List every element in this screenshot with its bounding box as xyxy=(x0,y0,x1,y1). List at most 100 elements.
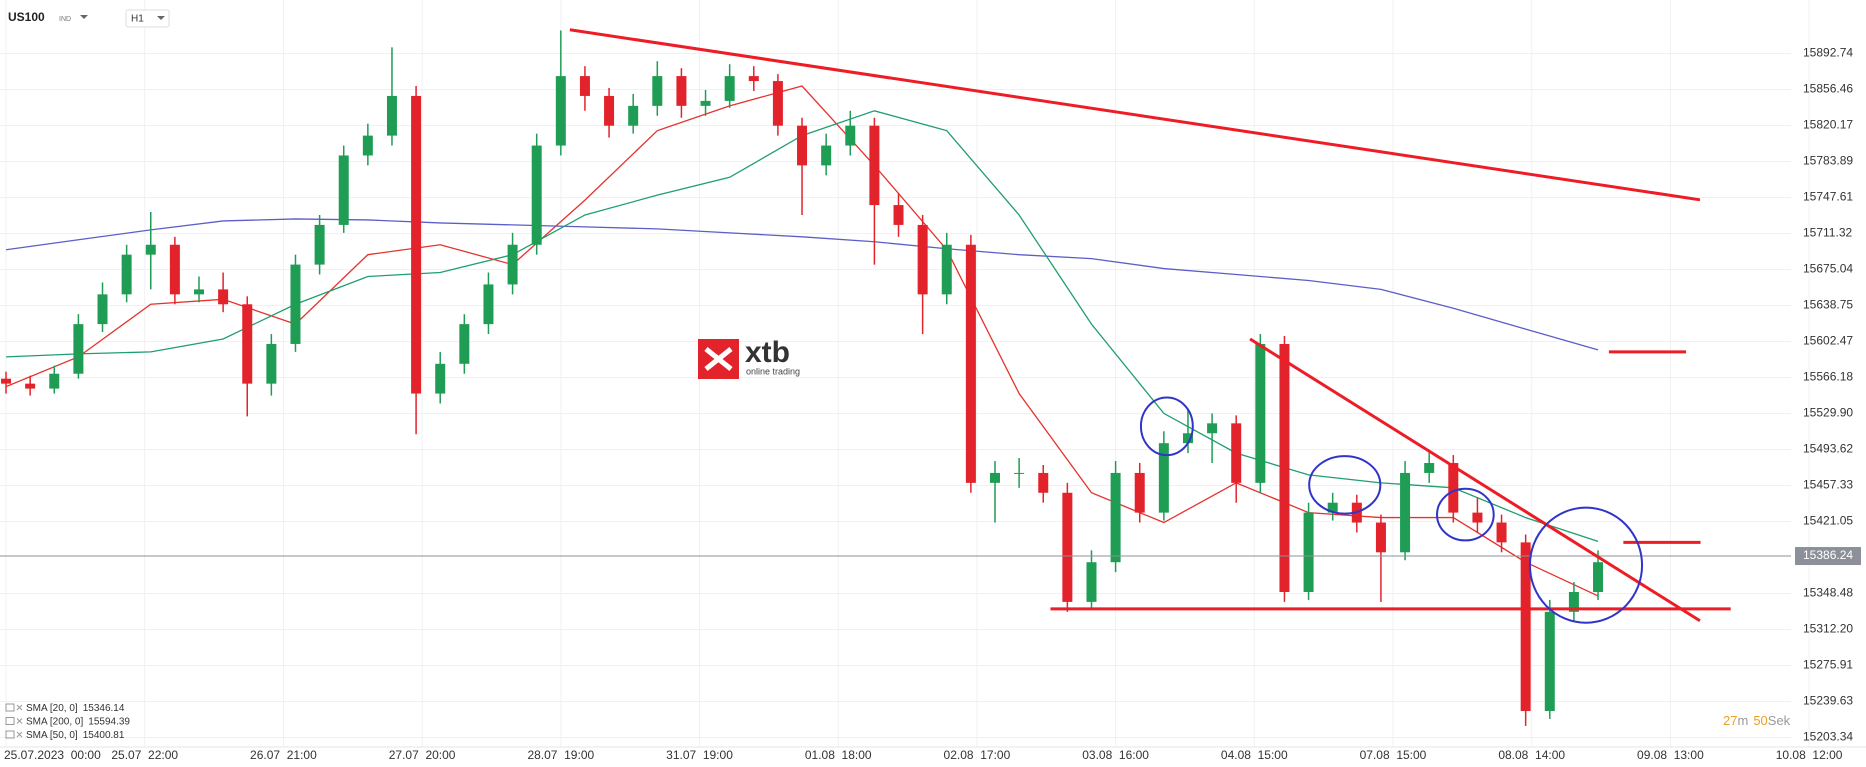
candle-body xyxy=(386,95,397,136)
candle-body xyxy=(555,76,566,146)
candle-body xyxy=(676,76,687,106)
timeframe[interactable]: H1 xyxy=(131,14,144,25)
trendline xyxy=(1249,337,1701,623)
candle-body xyxy=(700,100,711,106)
current-price-box xyxy=(1795,547,1861,566)
legend-entry: SMA [20, 0] 15346.14 xyxy=(26,703,125,714)
candle-body xyxy=(893,205,904,225)
circle-marker xyxy=(1139,396,1194,457)
x-tick-label: 07.08 15:00 xyxy=(1360,748,1427,762)
candle-body xyxy=(1327,502,1338,513)
trendline xyxy=(569,28,1701,202)
candle-body xyxy=(845,125,856,146)
y-tick-label: 15856.46 xyxy=(1803,82,1853,96)
y-tick-label: 15239.63 xyxy=(1803,694,1853,708)
y-tick-label: 15783.89 xyxy=(1803,154,1853,168)
x-tick-label: 09.08 13:00 xyxy=(1637,748,1704,762)
legend-name: SMA [20, 0] xyxy=(26,703,78,714)
logo-name: xtb xyxy=(745,336,790,369)
y-tick-label: 15312.20 xyxy=(1803,622,1853,636)
candle-body xyxy=(652,76,663,106)
candle-body xyxy=(772,81,783,126)
plot xyxy=(0,28,1791,726)
x-tick-label: 28.07 19:00 xyxy=(527,748,594,762)
logo-tagline: online trading xyxy=(746,366,800,376)
y-tick-label: 15457.33 xyxy=(1803,478,1853,492)
candle-body xyxy=(194,289,204,295)
candle-body xyxy=(1279,343,1290,592)
candle-body xyxy=(1,378,12,384)
candle-body xyxy=(1231,423,1242,483)
legend-value: 15594.39 xyxy=(88,716,130,727)
symbol-dropdown[interactable] xyxy=(80,15,88,19)
candle-body xyxy=(218,289,229,305)
candle-body xyxy=(965,244,976,483)
candle-body xyxy=(242,304,253,384)
candle-body xyxy=(1038,472,1049,493)
candle-body xyxy=(1086,562,1097,602)
candle-body xyxy=(628,105,639,126)
legend-value: 15346.14 xyxy=(83,703,125,714)
candle-body xyxy=(290,264,301,344)
legend-value: 15400.81 xyxy=(83,730,125,741)
x-tick-label: 04.08 15:00 xyxy=(1221,748,1288,762)
candle-body xyxy=(73,324,84,374)
candle-body xyxy=(1207,423,1218,434)
x-tick-label: 08.08 14:00 xyxy=(1498,748,1565,762)
symbol[interactable]: US100 xyxy=(8,10,45,24)
candle-body xyxy=(579,76,590,96)
y-tick-label: 15566.18 xyxy=(1803,370,1853,384)
candle-body xyxy=(531,145,542,245)
logo-icon xyxy=(704,347,733,371)
exchange: IND xyxy=(59,16,71,23)
y-tick-label: 15711.32 xyxy=(1803,226,1852,240)
timeframe-box[interactable] xyxy=(125,9,170,28)
candle-body xyxy=(338,155,349,225)
current-price-label: 15386.24 xyxy=(1803,548,1853,562)
candle-body xyxy=(1158,443,1169,513)
candle-body xyxy=(748,76,759,82)
candle-body xyxy=(1448,463,1459,513)
candle-body xyxy=(1544,611,1555,712)
y-tick-label: 15602.47 xyxy=(1803,334,1853,348)
timeframe-dropdown[interactable] xyxy=(157,16,165,20)
candle-body xyxy=(362,135,373,156)
y-tick-label: 15529.90 xyxy=(1803,406,1853,420)
x-tick-label: 25.07.2023 00:00 xyxy=(4,748,101,762)
legend-icon xyxy=(5,717,15,725)
countdown: 27m 50Sek xyxy=(1723,713,1791,728)
circle-marker xyxy=(1436,487,1495,542)
candle-body xyxy=(821,145,832,166)
timer-minutes-unit: m xyxy=(1737,713,1748,728)
candle-body xyxy=(1255,343,1266,483)
y-tick-label: 15348.48 xyxy=(1803,586,1853,600)
candle-body xyxy=(459,324,470,364)
candle-body xyxy=(145,244,156,255)
timer-seconds: 50 xyxy=(1753,713,1767,728)
legend-icon xyxy=(5,730,15,739)
candle-body xyxy=(411,95,422,394)
y-tick-label: 15638.75 xyxy=(1803,298,1853,312)
logo: xtb online trading xyxy=(698,336,800,379)
candle-body xyxy=(1303,512,1314,592)
candle-body xyxy=(990,472,1000,483)
legend-icon xyxy=(5,703,15,712)
x-tick-label: 02.08 17:00 xyxy=(944,748,1011,762)
x-tick-label: 31.07 19:00 xyxy=(666,748,733,762)
candle-body xyxy=(266,343,277,384)
circle-marker xyxy=(1528,506,1644,624)
y-tick-label: 15493.62 xyxy=(1803,442,1853,456)
candle-body xyxy=(25,383,36,389)
candle-body xyxy=(314,224,325,265)
candle-body xyxy=(724,76,735,101)
x-tick-label: 25.07 22:00 xyxy=(111,748,178,762)
candle-body xyxy=(1593,562,1604,592)
x-tick-label: 26.07 21:00 xyxy=(250,748,317,762)
candle-body xyxy=(1424,463,1435,473)
candle-body xyxy=(483,284,494,325)
legend-close xyxy=(16,731,23,738)
candle-body xyxy=(1110,472,1121,563)
candle-body xyxy=(169,244,180,295)
legend-close xyxy=(16,718,23,724)
